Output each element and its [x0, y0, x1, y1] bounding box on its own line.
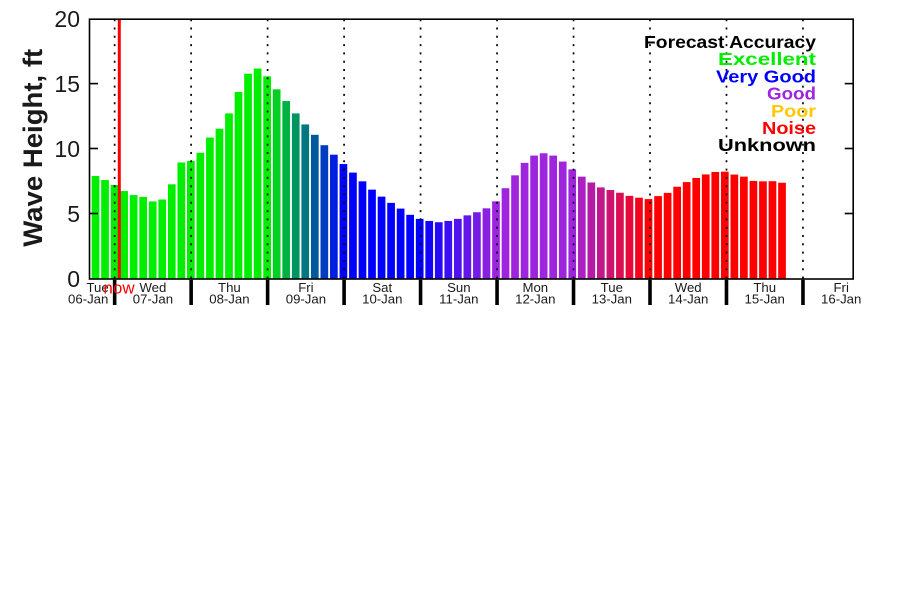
svg-text:10-Jan: 10-Jan: [362, 292, 402, 307]
svg-text:Noise: Noise: [762, 118, 816, 138]
svg-text:13-Jan: 13-Jan: [592, 292, 632, 307]
svg-text:11-Jan: 11-Jan: [439, 292, 478, 307]
svg-text:Mon: Mon: [522, 280, 548, 295]
svg-text:16-Jan: 16-Jan: [821, 292, 861, 307]
svg-text:Thu: Thu: [753, 280, 776, 295]
svg-text:08-Jan: 08-Jan: [209, 292, 249, 307]
svg-text:Forecast Accuracy: Forecast Accuracy: [644, 32, 816, 52]
svg-text:12-Jan: 12-Jan: [515, 292, 555, 307]
svg-text:14-Jan: 14-Jan: [668, 292, 708, 307]
svg-text:Poor: Poor: [771, 101, 816, 121]
svg-text:Good: Good: [767, 84, 816, 104]
svg-text:Very Good: Very Good: [716, 66, 816, 86]
svg-text:Sun: Sun: [447, 280, 470, 295]
svg-text:07-Jan: 07-Jan: [133, 292, 173, 307]
svg-text:15-Jan: 15-Jan: [745, 292, 785, 307]
svg-text:15: 15: [54, 71, 80, 97]
svg-text:now: now: [103, 279, 135, 298]
svg-text:Tue: Tue: [601, 280, 623, 295]
svg-text:Fri: Fri: [834, 280, 849, 295]
svg-text:0: 0: [67, 266, 80, 292]
svg-text:09-Jan: 09-Jan: [286, 292, 326, 307]
svg-text:Sat: Sat: [372, 280, 392, 295]
svg-text:20: 20: [54, 6, 80, 32]
svg-text:Unknown: Unknown: [718, 135, 816, 155]
svg-text:Excellent: Excellent: [718, 49, 816, 69]
svg-text:Wed: Wed: [139, 280, 166, 295]
svg-text:Thu: Thu: [218, 280, 241, 295]
svg-text:Tue: Tue: [86, 280, 108, 295]
svg-text:10: 10: [54, 136, 80, 162]
svg-text:Wave Height, ft: Wave Height, ft: [18, 49, 48, 247]
svg-text:Wed: Wed: [675, 280, 702, 295]
svg-text:Fri: Fri: [298, 280, 313, 295]
svg-text:5: 5: [67, 201, 80, 227]
svg-text:06-Jan: 06-Jan: [68, 292, 108, 307]
